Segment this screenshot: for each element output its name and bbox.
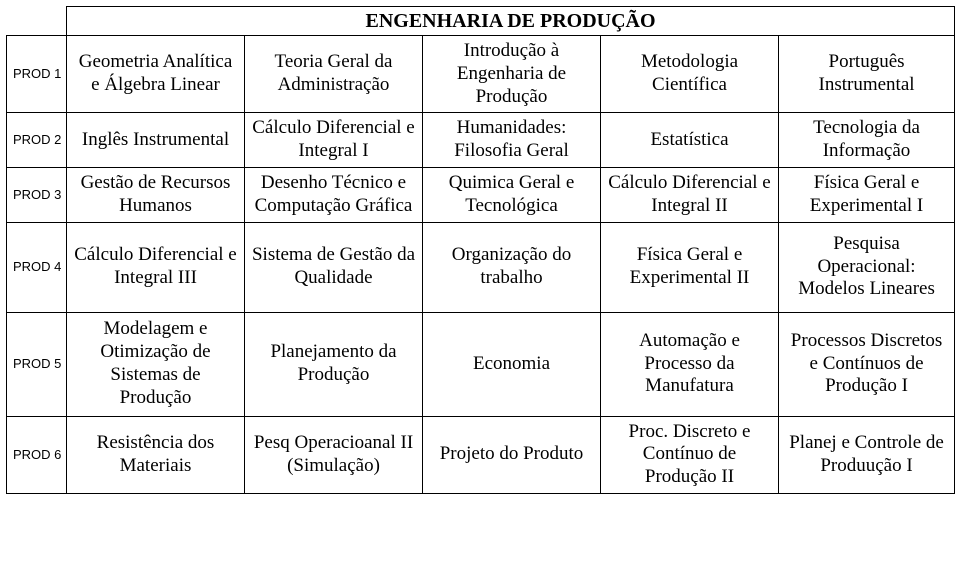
header-corner [7,7,67,36]
cell: Resistência dos Materiais [67,416,245,493]
cell: Metodologia Científica [601,36,779,113]
row-code: PROD 4 [7,222,67,312]
table-row: PROD 3 Gestão de Recursos Humanos Desenh… [7,167,955,222]
cell: Organização do trabalho [423,222,601,312]
cell: Cálculo Diferencial e Integral II [601,167,779,222]
row-code: PROD 2 [7,113,67,168]
table-row: PROD 5 Modelagem e Otimização de Sistema… [7,312,955,416]
cell: Física Geral e Experimental I [779,167,955,222]
row-code: PROD 5 [7,312,67,416]
cell: Estatística [601,113,779,168]
row-code: PROD 3 [7,167,67,222]
cell: Economia [423,312,601,416]
cell: Humanidades: Filosofia Geral [423,113,601,168]
table-row: PROD 2 Inglês Instrumental Cálculo Difer… [7,113,955,168]
table-row: PROD 1 Geometria Analítica e Álgebra Lin… [7,36,955,113]
cell: Geometria Analítica e Álgebra Linear [67,36,245,113]
cell: Desenho Técnico e Computação Gráfica [245,167,423,222]
cell: Projeto do Produto [423,416,601,493]
cell: Cálculo Diferencial e Integral I [245,113,423,168]
table-header: ENGENHARIA DE PRODUÇÃO [67,7,955,36]
cell: Automação e Processo da Manufatura [601,312,779,416]
cell: Modelagem e Otimização de Sistemas de Pr… [67,312,245,416]
cell: Português Instrumental [779,36,955,113]
cell: Sistema de Gestão da Qualidade [245,222,423,312]
cell: Cálculo Diferencial e Integral III [67,222,245,312]
curriculum-table: ENGENHARIA DE PRODUÇÃO PROD 1 Geometria … [6,6,955,494]
table-row: PROD 4 Cálculo Diferencial e Integral II… [7,222,955,312]
cell: Inglês Instrumental [67,113,245,168]
cell: Pesq Operacioanal II (Simulação) [245,416,423,493]
cell: Tecnologia da Informação [779,113,955,168]
cell: Planej e Controle de Produução I [779,416,955,493]
table-body: ENGENHARIA DE PRODUÇÃO PROD 1 Geometria … [7,7,955,494]
cell: Pesquisa Operacional: Modelos Lineares [779,222,955,312]
row-code: PROD 1 [7,36,67,113]
cell: Proc. Discreto e Contínuo de Produção II [601,416,779,493]
cell: Gestão de Recursos Humanos [67,167,245,222]
cell: Introdução à Engenharia de Produção [423,36,601,113]
cell: Física Geral e Experimental II [601,222,779,312]
cell: Planejamento da Produção [245,312,423,416]
row-code: PROD 6 [7,416,67,493]
cell: Processos Discretos e Contínuos de Produ… [779,312,955,416]
header-row: ENGENHARIA DE PRODUÇÃO [7,7,955,36]
table-row: PROD 6 Resistência dos Materiais Pesq Op… [7,416,955,493]
cell: Teoria Geral da Administração [245,36,423,113]
cell: Quimica Geral e Tecnológica [423,167,601,222]
